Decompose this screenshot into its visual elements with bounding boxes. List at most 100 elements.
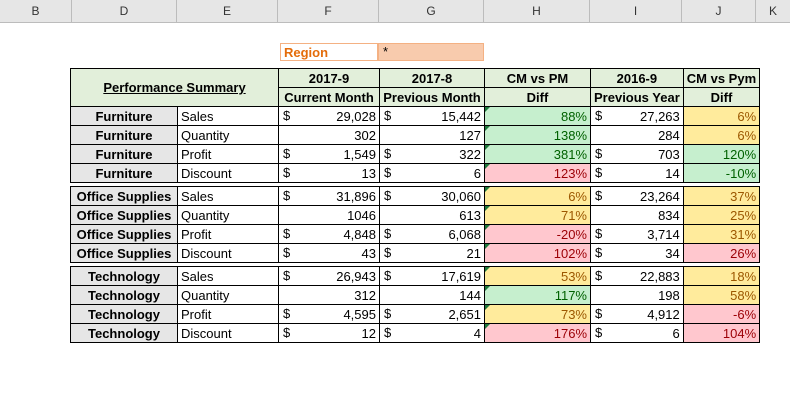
diff-py-cell[interactable]: 58%: [682, 285, 761, 305]
previous-year-cell[interactable]: $23,264: [590, 186, 684, 206]
metric-cell[interactable]: Discount: [177, 323, 279, 343]
diff-pm-cell[interactable]: 6%: [484, 186, 591, 206]
current-month-cell[interactable]: $43: [278, 243, 380, 263]
column-header[interactable]: G: [379, 0, 484, 22]
period-header[interactable]: 2016-9: [590, 68, 684, 88]
previous-month-cell[interactable]: $6: [379, 163, 485, 183]
diff-py-cell[interactable]: -6%: [682, 304, 761, 324]
previous-month-cell[interactable]: 613: [379, 205, 485, 225]
previous-year-cell[interactable]: $27,263: [590, 106, 684, 126]
diff-pm-cell[interactable]: 102%: [484, 243, 591, 263]
sub-header[interactable]: Current Month: [278, 87, 380, 107]
metric-cell[interactable]: Quantity: [177, 125, 279, 145]
period-header[interactable]: 2017-8: [379, 68, 485, 88]
previous-year-cell[interactable]: $3,714: [590, 224, 684, 244]
diff-pm-cell[interactable]: 71%: [484, 205, 591, 225]
previous-year-cell[interactable]: $703: [590, 144, 684, 164]
category-cell[interactable]: Furniture: [70, 144, 178, 164]
category-cell[interactable]: Technology: [70, 285, 178, 305]
previous-year-cell[interactable]: 834: [590, 205, 684, 225]
diff-py-cell[interactable]: 25%: [682, 205, 761, 225]
previous-year-cell[interactable]: $14: [590, 163, 684, 183]
category-cell[interactable]: Office Supplies: [70, 224, 178, 244]
column-header[interactable]: B: [0, 0, 72, 22]
previous-month-cell[interactable]: $21: [379, 243, 485, 263]
diff-py-cell[interactable]: 6%: [682, 106, 761, 126]
previous-year-cell[interactable]: 198: [590, 285, 684, 305]
current-month-cell[interactable]: 302: [278, 125, 380, 145]
previous-month-cell[interactable]: $15,442: [379, 106, 485, 126]
current-month-cell[interactable]: $26,943: [278, 266, 380, 286]
previous-month-cell[interactable]: $4: [379, 323, 485, 343]
region-filter-cell[interactable]: *: [378, 43, 484, 61]
metric-cell[interactable]: Profit: [177, 304, 279, 324]
diff-pm-cell[interactable]: 123%: [484, 163, 591, 183]
category-cell[interactable]: Technology: [70, 266, 178, 286]
diff-pm-cell[interactable]: 53%: [484, 266, 591, 286]
column-header[interactable]: H: [484, 0, 590, 22]
column-header[interactable]: I: [590, 0, 682, 22]
diff-pm-cell[interactable]: 176%: [484, 323, 591, 343]
column-header[interactable]: K: [768, 4, 777, 18]
current-month-cell[interactable]: $29,028: [278, 106, 380, 126]
column-header[interactable]: J: [682, 0, 756, 22]
diff-py-cell[interactable]: 6%: [682, 125, 761, 145]
current-month-cell[interactable]: $12: [278, 323, 380, 343]
sub-header[interactable]: Diff: [682, 87, 761, 107]
previous-month-cell[interactable]: $2,651: [379, 304, 485, 324]
diff-py-cell[interactable]: 31%: [682, 224, 761, 244]
diff-pm-cell[interactable]: 88%: [484, 106, 591, 126]
category-cell[interactable]: Furniture: [70, 106, 178, 126]
column-header[interactable]: F: [278, 0, 379, 22]
metric-cell[interactable]: Sales: [177, 106, 279, 126]
metric-cell[interactable]: Discount: [177, 163, 279, 183]
metric-cell[interactable]: Profit: [177, 144, 279, 164]
category-cell[interactable]: Office Supplies: [70, 186, 178, 206]
column-header[interactable]: D: [72, 0, 177, 22]
current-month-cell[interactable]: $1,549: [278, 144, 380, 164]
category-cell[interactable]: Office Supplies: [70, 205, 178, 225]
metric-cell[interactable]: Profit: [177, 224, 279, 244]
period-header[interactable]: 2017-9: [278, 68, 380, 88]
previous-month-cell[interactable]: 144: [379, 285, 485, 305]
previous-year-cell[interactable]: $4,912: [590, 304, 684, 324]
previous-year-cell[interactable]: 284: [590, 125, 684, 145]
diff-py-cell[interactable]: 18%: [682, 266, 761, 286]
category-cell[interactable]: Furniture: [70, 163, 178, 183]
category-cell[interactable]: Furniture: [70, 125, 178, 145]
summary-title[interactable]: Performance Summary: [70, 68, 279, 107]
current-month-cell[interactable]: $4,848: [278, 224, 380, 244]
metric-cell[interactable]: Discount: [177, 243, 279, 263]
diff-pm-cell[interactable]: 73%: [484, 304, 591, 324]
diff-py-cell[interactable]: 120%: [682, 144, 761, 164]
previous-month-cell[interactable]: 127: [379, 125, 485, 145]
previous-year-cell[interactable]: $6: [590, 323, 684, 343]
period-header[interactable]: CM vs Pym: [682, 68, 761, 88]
previous-month-cell[interactable]: $30,060: [379, 186, 485, 206]
diff-py-cell[interactable]: -10%: [682, 163, 761, 183]
current-month-cell[interactable]: $31,896: [278, 186, 380, 206]
sub-header[interactable]: Diff: [484, 87, 591, 107]
metric-cell[interactable]: Sales: [177, 186, 279, 206]
previous-month-cell[interactable]: $6,068: [379, 224, 485, 244]
diff-pm-cell[interactable]: 117%: [484, 285, 591, 305]
diff-pm-cell[interactable]: -20%: [484, 224, 591, 244]
previous-year-cell[interactable]: $34: [590, 243, 684, 263]
sub-header[interactable]: Previous Month: [379, 87, 485, 107]
previous-year-cell[interactable]: $22,883: [590, 266, 684, 286]
sub-header[interactable]: Previous Year: [590, 87, 684, 107]
previous-month-cell[interactable]: $17,619: [379, 266, 485, 286]
current-month-cell[interactable]: $4,595: [278, 304, 380, 324]
diff-py-cell[interactable]: 37%: [682, 186, 761, 206]
metric-cell[interactable]: Sales: [177, 266, 279, 286]
column-header[interactable]: E: [177, 0, 278, 22]
current-month-cell[interactable]: $13: [278, 163, 380, 183]
current-month-cell[interactable]: 1046: [278, 205, 380, 225]
category-cell[interactable]: Technology: [70, 304, 178, 324]
metric-cell[interactable]: Quantity: [177, 205, 279, 225]
diff-pm-cell[interactable]: 381%: [484, 144, 591, 164]
diff-py-cell[interactable]: 104%: [682, 323, 761, 343]
diff-py-cell[interactable]: 26%: [682, 243, 761, 263]
category-cell[interactable]: Office Supplies: [70, 243, 178, 263]
metric-cell[interactable]: Quantity: [177, 285, 279, 305]
